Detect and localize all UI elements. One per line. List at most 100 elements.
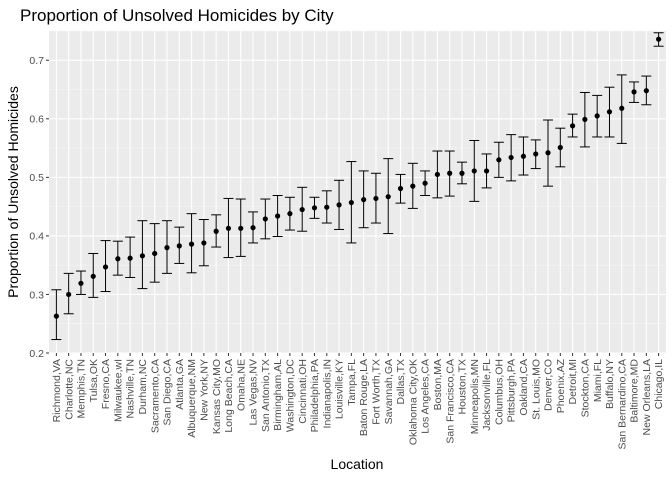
y-tick-label: 0.7 — [29, 55, 44, 67]
y-tick-label: 0.3 — [29, 289, 44, 301]
data-point — [311, 205, 318, 211]
x-tick-label: Houston,TX — [457, 359, 469, 414]
x-tick-label: Albuquerque,NM — [186, 359, 198, 438]
x-tick-label: St. Louis,MO — [530, 359, 542, 420]
chart-title: Proportion of Unsolved Homicides by City — [20, 6, 334, 25]
data-point — [643, 88, 649, 94]
x-tick-label: Fort Worth,TX — [371, 359, 383, 425]
x-tick-label: Milwaukee,wI — [112, 359, 124, 422]
x-tick-label: Omaha,NE — [235, 359, 247, 411]
data-point — [533, 151, 539, 157]
x-tick-label: New Orleans,LA — [641, 359, 653, 435]
data-point — [53, 313, 59, 319]
data-point — [496, 157, 502, 163]
data-point — [238, 225, 244, 231]
data-point — [410, 183, 416, 189]
x-tick-label: Cincinnati,OH — [297, 359, 309, 424]
data-point — [397, 185, 404, 192]
data-point — [434, 171, 440, 178]
x-tick-label: Sacramento,CA — [149, 359, 161, 433]
x-tick-label: Oklahoma City,OK — [407, 359, 419, 445]
data-point — [348, 199, 354, 206]
y-tick-label: 0.2 — [29, 348, 44, 360]
x-tick-label: Detroit,MI — [567, 359, 579, 405]
y-tick-label: 0.4 — [29, 231, 44, 243]
x-tick-label: Atlanta,GA — [174, 359, 186, 410]
data-point — [250, 225, 256, 231]
data-point — [127, 255, 133, 261]
data-point — [176, 243, 182, 249]
plot-panel — [49, 31, 666, 353]
x-tick-label: San Antonio,TX — [260, 359, 272, 432]
data-point — [102, 264, 109, 270]
x-tick-label: Charlotte,NC — [63, 359, 75, 420]
data-point — [619, 105, 625, 111]
data-point — [557, 144, 563, 151]
data-point — [422, 180, 428, 186]
x-tick-label: Baltimore,MD — [629, 359, 641, 423]
data-point — [299, 206, 305, 213]
x-axis: Richmond,VA Charlotte,NC Memphis,TN Tulsa,O… — [51, 353, 665, 449]
data-point — [656, 36, 662, 42]
data-point — [336, 202, 342, 208]
x-tick-label: Denver,CO — [543, 359, 555, 411]
data-point — [582, 116, 588, 123]
data-point — [606, 109, 613, 115]
x-tick-label: New York,NY — [198, 359, 210, 421]
data-point — [459, 170, 465, 176]
data-point — [262, 216, 268, 222]
data-point — [508, 154, 514, 161]
x-tick-label: Boston,MA — [432, 359, 444, 410]
data-point — [520, 153, 527, 159]
y-axis-title: Proportion of Unsolved Homicides — [5, 86, 21, 298]
x-tick-label: Memphis,TN — [76, 359, 88, 419]
x-tick-label: Washington,DC — [285, 359, 297, 433]
x-axis-title: Location — [331, 456, 384, 472]
data-point — [287, 211, 293, 217]
x-tick-label: Louisville,KY — [334, 359, 346, 419]
x-tick-label: Oakland,CA — [518, 359, 530, 416]
x-tick-label: Richmond,VA — [51, 359, 63, 422]
data-point — [213, 228, 219, 234]
x-tick-label: Nashville,TN — [125, 359, 137, 419]
data-point — [66, 291, 72, 298]
y-tick-label: 0.5 — [29, 172, 44, 184]
data-point — [471, 168, 477, 174]
x-tick-label: Phoenix,AZ — [555, 358, 567, 413]
x-tick-label: Long Beach,CA — [223, 359, 235, 433]
data-point — [373, 195, 379, 202]
x-tick-label: Chicago,IL — [653, 359, 665, 409]
x-tick-label: Baton Rouge,LA — [358, 359, 370, 436]
data-point — [324, 204, 330, 210]
x-tick-label: Buffalo,NY — [604, 359, 616, 409]
x-tick-label: Birmingham,AL — [272, 359, 284, 431]
x-tick-label: San Bernardino,CA — [616, 359, 628, 449]
data-point — [115, 256, 121, 262]
x-tick-label: Minneapolis,MN — [469, 359, 481, 434]
data-point — [188, 241, 195, 247]
x-tick-label: San Diego,CA — [162, 359, 174, 426]
data-point — [545, 150, 551, 156]
data-point — [631, 89, 637, 95]
data-point — [164, 245, 170, 251]
y-tick-label: 0.6 — [29, 114, 44, 126]
x-tick-label: Los Angeles,CA — [420, 359, 432, 434]
x-tick-label: Tulsa,OK — [88, 359, 100, 402]
x-tick-label: Fresno,CA — [100, 359, 112, 409]
data-point — [152, 250, 158, 257]
x-tick-label: Columbus,OH — [493, 359, 505, 425]
x-tick-label: Miami,FL — [592, 359, 604, 402]
data-point — [78, 280, 84, 286]
x-tick-label: Dallas,TX — [395, 359, 407, 405]
x-tick-label: Pittsburgh,PA — [506, 359, 518, 422]
data-point — [569, 123, 576, 129]
x-tick-label: Jacksonville,FL — [481, 359, 493, 431]
minor-gridlines — [49, 30, 666, 325]
x-tick-label: Stockton,CA — [579, 359, 591, 417]
x-tick-label: Indianapolis,IN — [321, 359, 333, 428]
data-point — [225, 225, 232, 231]
data-point — [361, 197, 367, 203]
data-point — [139, 253, 146, 259]
data-point — [447, 170, 453, 176]
